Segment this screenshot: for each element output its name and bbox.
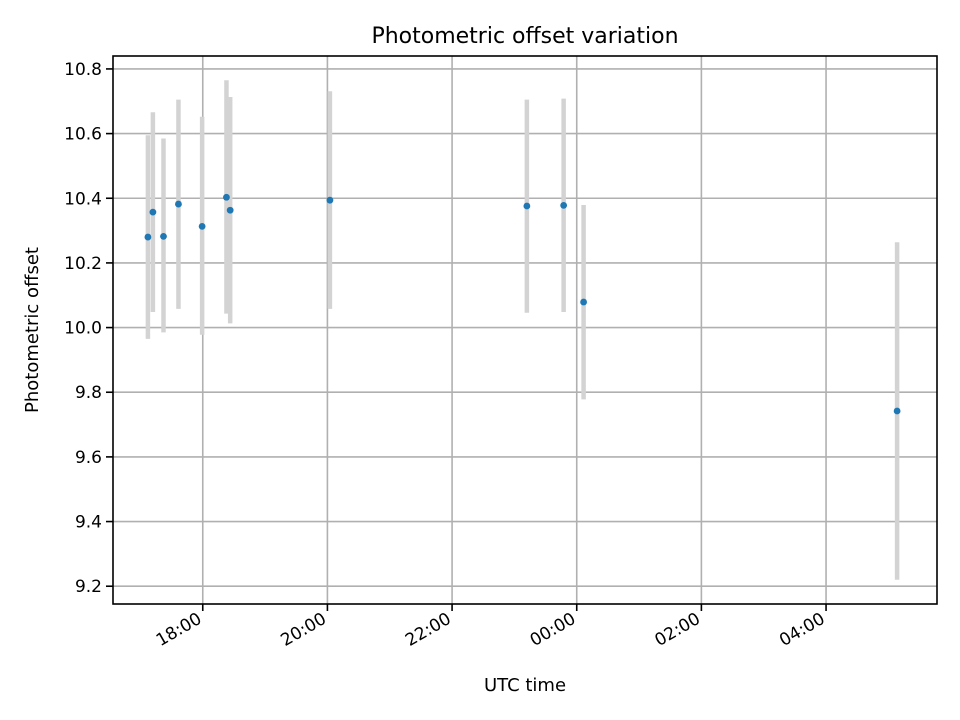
data-point bbox=[580, 298, 587, 306]
x-tick-label: 00:00 bbox=[527, 609, 579, 651]
data-points bbox=[144, 193, 901, 415]
plot-frame bbox=[112, 55, 938, 605]
data-point bbox=[198, 222, 206, 230]
y-axis-label: Photometric offset bbox=[22, 247, 43, 413]
x-tick-label: 04:00 bbox=[776, 609, 828, 651]
y-tick-label: 9.6 bbox=[75, 448, 102, 468]
x-tick-label: 18:00 bbox=[153, 609, 205, 651]
data-point bbox=[149, 208, 157, 216]
x-tick-label: 22:00 bbox=[402, 609, 454, 651]
data-point bbox=[144, 233, 152, 241]
data-point bbox=[560, 201, 568, 209]
x-axis-ticks: 18:00 20:00 22:00 00:00 02:00 04:00 bbox=[153, 604, 829, 651]
y-tick-label: 9.2 bbox=[75, 577, 102, 597]
y-tick-label: 10.6 bbox=[64, 125, 102, 145]
data-point bbox=[326, 196, 334, 204]
x-tick-label: 20:00 bbox=[277, 609, 329, 651]
x-axis-label: UTC time bbox=[484, 675, 566, 696]
y-tick-label: 10.8 bbox=[64, 60, 102, 80]
y-tick-label: 10.2 bbox=[64, 254, 102, 274]
data-point bbox=[893, 407, 901, 415]
y-tick-label: 10.0 bbox=[64, 319, 102, 339]
y-tick-label: 9.8 bbox=[75, 383, 102, 403]
y-axis-ticks: 9.2 9.4 9.6 9.8 10.0 10.2 10.4 10.6 10.8 bbox=[64, 60, 113, 597]
x-tick-label: 02:00 bbox=[651, 609, 703, 651]
chart-title: Photometric offset variation bbox=[371, 24, 678, 49]
data-point bbox=[226, 206, 234, 214]
data-point bbox=[523, 202, 531, 210]
y-tick-label: 9.4 bbox=[75, 513, 102, 533]
error-bars bbox=[145, 80, 900, 580]
y-tick-label: 10.4 bbox=[64, 189, 102, 209]
data-point bbox=[223, 193, 230, 201]
data-point bbox=[160, 233, 167, 240]
data-point bbox=[175, 200, 182, 208]
